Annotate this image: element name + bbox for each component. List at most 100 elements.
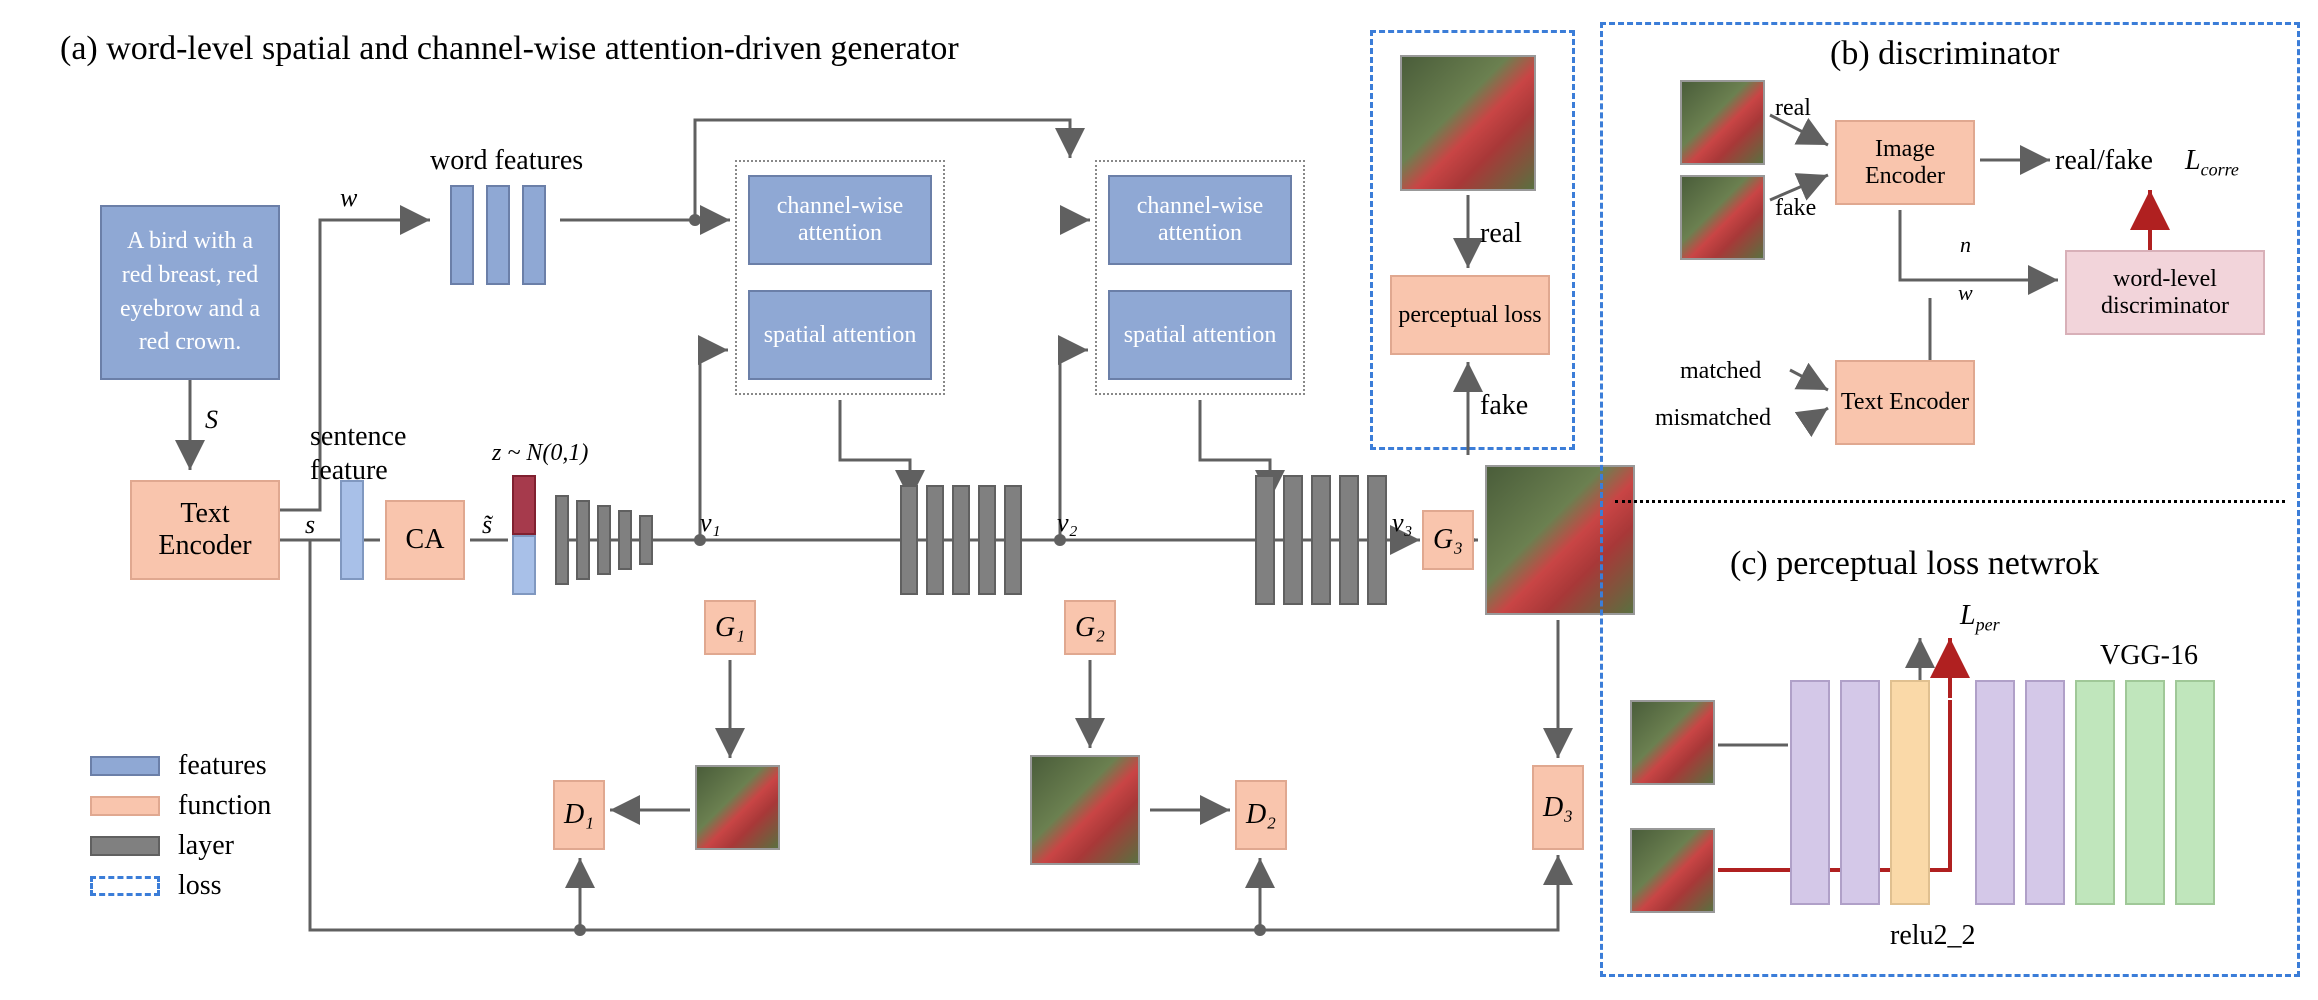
legend: features function layer loss: [90, 750, 271, 902]
d3-label: D₃: [1543, 792, 1573, 824]
legend-function-label: function: [178, 790, 271, 822]
perceptual-real-label: real: [1480, 218, 1522, 250]
perceptual-fake-label: fake: [1480, 390, 1528, 422]
relu22-label: relu2_2: [1890, 920, 1976, 952]
dotted-separator: [1615, 500, 2285, 503]
g1-label: G₁: [715, 612, 745, 644]
disc-fake-image: [1680, 175, 1765, 260]
vgg16-label: VGG-16: [2100, 640, 2198, 672]
label-s-tilde: s̃: [482, 510, 492, 540]
word-level-disc-block: word-level discriminator: [2065, 250, 2265, 335]
image-encoder-block: Image Encoder: [1835, 120, 1975, 205]
z-bar: [512, 475, 536, 535]
layer-bar: [576, 500, 590, 580]
disc-fake-label: fake: [1775, 195, 1816, 222]
g3-label: G₃: [1433, 524, 1463, 556]
layer-bar: [1311, 475, 1331, 605]
word-feature-bar: [450, 185, 474, 285]
channel-attn-label-2: channel-wise attention: [1110, 193, 1290, 247]
channel-attention-2: channel-wise attention: [1108, 175, 1292, 265]
g1-block: G₁: [704, 600, 756, 655]
layer-bar: [1255, 475, 1275, 605]
title-c: (c) perceptual loss netwrok: [1730, 545, 2099, 583]
label-n: n: [1960, 232, 1971, 258]
vgg-layer-purple: [1975, 680, 2015, 905]
layer-bar: [1283, 475, 1303, 605]
label-v1: v₁: [700, 508, 721, 538]
input-text-box: A bird with a red breast, red eyebrow an…: [100, 205, 280, 380]
image-encoder-label: Image Encoder: [1837, 136, 1973, 190]
word-feature-bar: [486, 185, 510, 285]
label-w2: w: [1958, 280, 1973, 306]
vgg-layer-green: [2075, 680, 2115, 905]
title-b: (b) discriminator: [1830, 35, 2059, 73]
l-per-label: Lper: [1960, 600, 2000, 636]
legend-layer-swatch: [90, 836, 160, 856]
sentence-feature-label: sentence feature: [310, 420, 420, 487]
label-v2: v₂: [1057, 508, 1078, 538]
spatial-attention-2: spatial attention: [1108, 290, 1292, 380]
disc-real-image: [1680, 80, 1765, 165]
title-a: (a) word-level spatial and channel-wise …: [60, 30, 959, 68]
word-disc-label: word-level discriminator: [2067, 266, 2263, 320]
perceptual-real-image: [1400, 55, 1536, 191]
matched-label: matched: [1680, 358, 1761, 385]
vgg-layer-green: [2125, 680, 2165, 905]
vgg-layer-green: [2175, 680, 2215, 905]
layer-bar: [978, 485, 996, 595]
input-text-content: A bird with a red breast, red eyebrow an…: [110, 225, 270, 359]
real-fake-label: real/fake: [2055, 145, 2153, 177]
spatial-attention-1: spatial attention: [748, 290, 932, 380]
layer-bar: [1339, 475, 1359, 605]
g2-block: G₂: [1064, 600, 1116, 655]
vgg-real-image: [1630, 700, 1715, 785]
ca-label: CA: [406, 524, 445, 556]
layer-bar: [926, 485, 944, 595]
d2-image: [1030, 755, 1140, 865]
label-s: s: [305, 510, 315, 540]
ca-block: CA: [385, 500, 465, 580]
perceptual-loss-label: perceptual loss: [1398, 302, 1541, 329]
legend-loss-label: loss: [178, 870, 222, 902]
spatial-attn-label: spatial attention: [764, 322, 917, 349]
layer-bar: [639, 515, 653, 565]
mismatched-label: mismatched: [1655, 405, 1771, 432]
vgg-fake-image: [1630, 828, 1715, 913]
layer-bar: [1004, 485, 1022, 595]
text-encoder-label: Text Encoder: [132, 498, 278, 562]
d2-block: D₂: [1235, 780, 1287, 850]
channel-attn-label: channel-wise attention: [750, 193, 930, 247]
text-encoder-disc-label: Text Encoder: [1841, 389, 1969, 416]
legend-features-swatch: [90, 756, 160, 776]
vgg-layer-orange: [1890, 680, 1930, 905]
legend-features-label: features: [178, 750, 267, 782]
disc-real-label: real: [1775, 95, 1811, 122]
spatial-attn-label-2: spatial attention: [1124, 322, 1277, 349]
label-w: w: [340, 183, 357, 213]
d2-label: D₂: [1246, 799, 1276, 831]
vgg-layer-purple: [1840, 680, 1880, 905]
d1-label: D₁: [564, 799, 594, 831]
label-s-cap: S: [205, 405, 218, 435]
l-corre-label: Lcorre: [2185, 145, 2239, 181]
g2-label: G₂: [1075, 612, 1105, 644]
perceptual-loss-block: perceptual loss: [1390, 275, 1550, 355]
label-v3: v₃: [1392, 508, 1413, 538]
layer-bar: [555, 495, 569, 585]
layer-bar: [900, 485, 918, 595]
channel-attention-1: channel-wise attention: [748, 175, 932, 265]
legend-layer-label: layer: [178, 830, 234, 862]
g3-block: G₃: [1422, 510, 1474, 570]
d1-image: [695, 765, 780, 850]
d3-block: D₃: [1532, 765, 1584, 850]
sentence-feature-bar: [340, 480, 364, 580]
layer-bar: [597, 505, 611, 575]
layer-bar: [952, 485, 970, 595]
text-encoder-block: Text Encoder: [130, 480, 280, 580]
vgg-layer-purple: [2025, 680, 2065, 905]
word-features-label: word features: [430, 145, 583, 177]
legend-function-swatch: [90, 796, 160, 816]
layer-bar: [618, 510, 632, 570]
text-encoder-disc-block: Text Encoder: [1835, 360, 1975, 445]
d1-block: D₁: [553, 780, 605, 850]
